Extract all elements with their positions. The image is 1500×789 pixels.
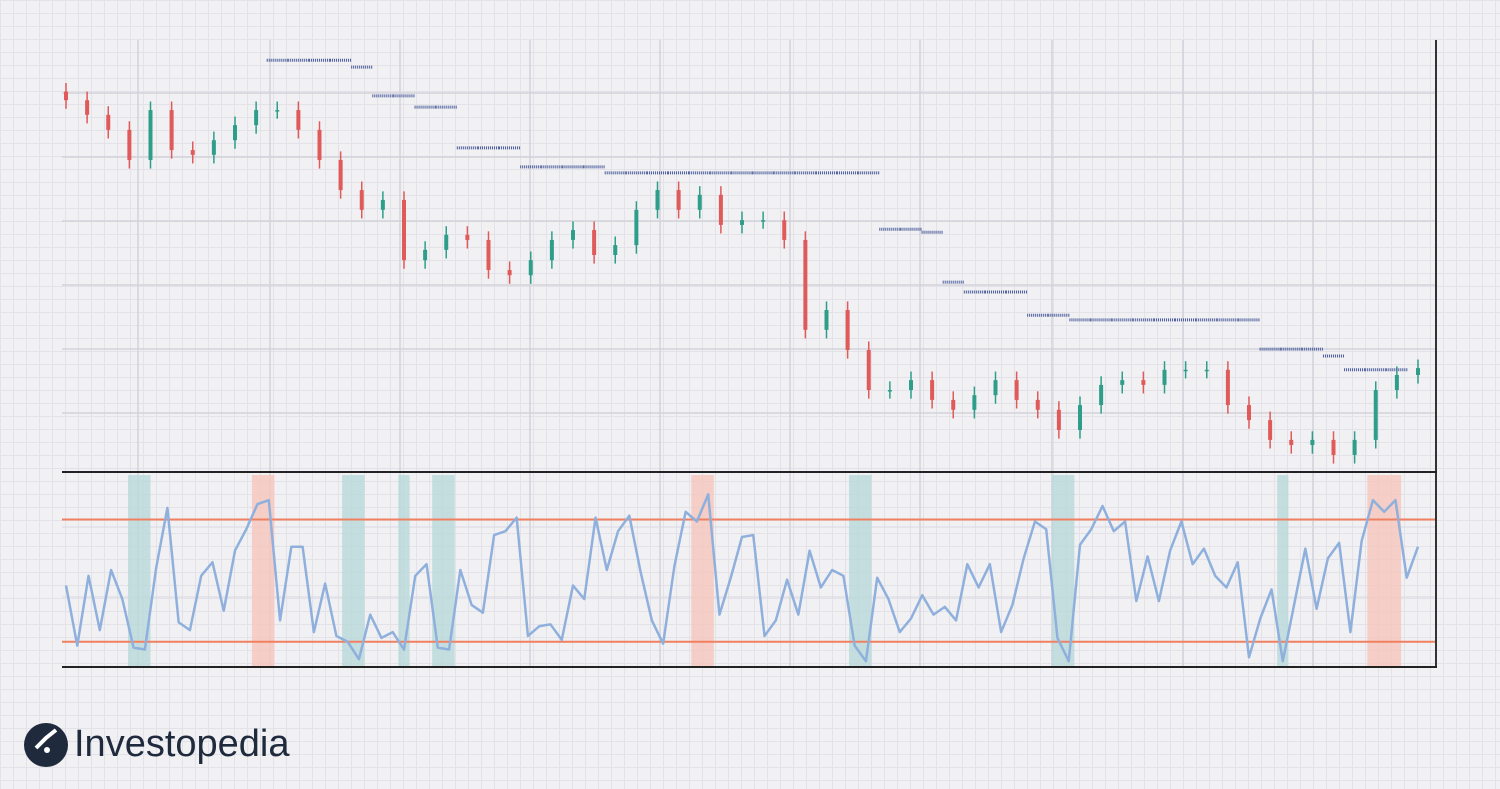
- highlight-zone: [1277, 475, 1289, 666]
- body: [1035, 399, 1040, 410]
- body: [1204, 369, 1209, 372]
- body: [402, 199, 406, 261]
- highlight-zone: [691, 475, 714, 666]
- body: [190, 150, 195, 155]
- body: [338, 159, 343, 191]
- highlight-zone: [127, 475, 151, 666]
- body: [613, 245, 618, 255]
- body: [1162, 369, 1167, 385]
- body: [1310, 439, 1315, 446]
- body: [1352, 439, 1357, 455]
- body: [1416, 368, 1420, 375]
- body: [782, 220, 787, 240]
- body: [697, 194, 702, 210]
- body: [465, 234, 470, 240]
- body: [887, 390, 892, 392]
- body: [211, 140, 216, 155]
- body: [845, 310, 850, 351]
- body: [85, 100, 90, 115]
- body: [592, 230, 597, 255]
- body: [1120, 380, 1125, 385]
- body: [676, 190, 681, 210]
- logo: Investopedia: [24, 723, 290, 767]
- body: [1014, 380, 1019, 400]
- body: [444, 234, 449, 250]
- body: [275, 110, 280, 112]
- body: [1183, 369, 1188, 372]
- body: [655, 190, 660, 210]
- body: [951, 399, 956, 410]
- highlight-zone: [251, 475, 275, 666]
- oscillator-line: [64, 493, 1420, 663]
- body: [486, 239, 491, 271]
- body: [761, 220, 766, 222]
- layout: [62, 40, 1437, 668]
- body: [233, 125, 237, 141]
- body: [1373, 390, 1378, 440]
- highlight-zone: [432, 475, 455, 666]
- body: [169, 110, 174, 151]
- logo-icon-mark: [34, 728, 58, 750]
- body: [380, 199, 385, 210]
- highlight-zone: [1051, 475, 1075, 666]
- body: [866, 350, 871, 391]
- body: [423, 249, 428, 261]
- logo-icon: [24, 723, 68, 767]
- body: [148, 110, 153, 160]
- body: [1078, 405, 1082, 431]
- highlight-zone: [849, 475, 872, 666]
- body: [1394, 374, 1399, 391]
- body: [1099, 384, 1104, 406]
- body: [930, 380, 935, 400]
- body: [1331, 439, 1336, 455]
- highlight-zone: [398, 475, 410, 666]
- body: [909, 380, 913, 391]
- body: [549, 239, 554, 261]
- logo-text: Investopedia: [74, 723, 290, 765]
- highlight-zone: [342, 475, 365, 666]
- body: [634, 209, 639, 246]
- body: [296, 110, 301, 130]
- body: [1056, 409, 1061, 431]
- logo-icon-dot: [44, 747, 50, 753]
- body: [127, 129, 132, 160]
- body: [1225, 369, 1230, 406]
- body: [571, 230, 575, 240]
- body: [64, 91, 68, 101]
- body: [359, 190, 364, 210]
- body: [1289, 439, 1294, 446]
- body: [803, 239, 808, 330]
- body: [1268, 420, 1273, 440]
- body: [824, 310, 829, 330]
- body: [254, 110, 259, 126]
- body: [1141, 380, 1146, 385]
- body: [507, 270, 512, 276]
- body: [972, 395, 977, 410]
- body: [317, 129, 322, 160]
- body: [1247, 405, 1251, 421]
- body: [993, 380, 998, 396]
- body: [106, 114, 111, 130]
- body: [528, 260, 533, 276]
- body: [740, 220, 744, 225]
- body: [718, 194, 723, 225]
